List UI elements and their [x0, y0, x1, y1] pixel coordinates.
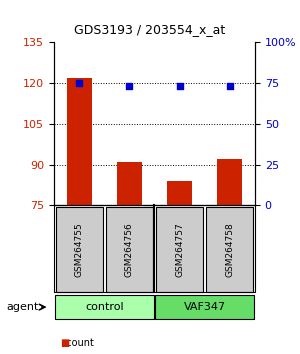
Text: control: control — [85, 302, 124, 312]
Bar — [167, 181, 192, 205]
Point — [127, 84, 132, 89]
Point — [177, 84, 182, 89]
Text: GSM264757: GSM264757 — [175, 222, 184, 277]
Bar — [117, 162, 142, 205]
Text: GSM264756: GSM264756 — [125, 222, 134, 277]
Text: count: count — [60, 338, 94, 348]
Text: GSM264758: GSM264758 — [225, 222, 234, 277]
Bar — [67, 78, 92, 205]
Text: VAF347: VAF347 — [184, 302, 226, 312]
Text: GDS3193 / 203554_x_at: GDS3193 / 203554_x_at — [74, 23, 226, 36]
Bar — [217, 159, 242, 205]
Text: agent: agent — [6, 302, 38, 312]
Point — [77, 80, 82, 86]
Text: ■: ■ — [60, 338, 69, 348]
Point — [227, 84, 232, 89]
Text: GSM264755: GSM264755 — [75, 222, 84, 277]
